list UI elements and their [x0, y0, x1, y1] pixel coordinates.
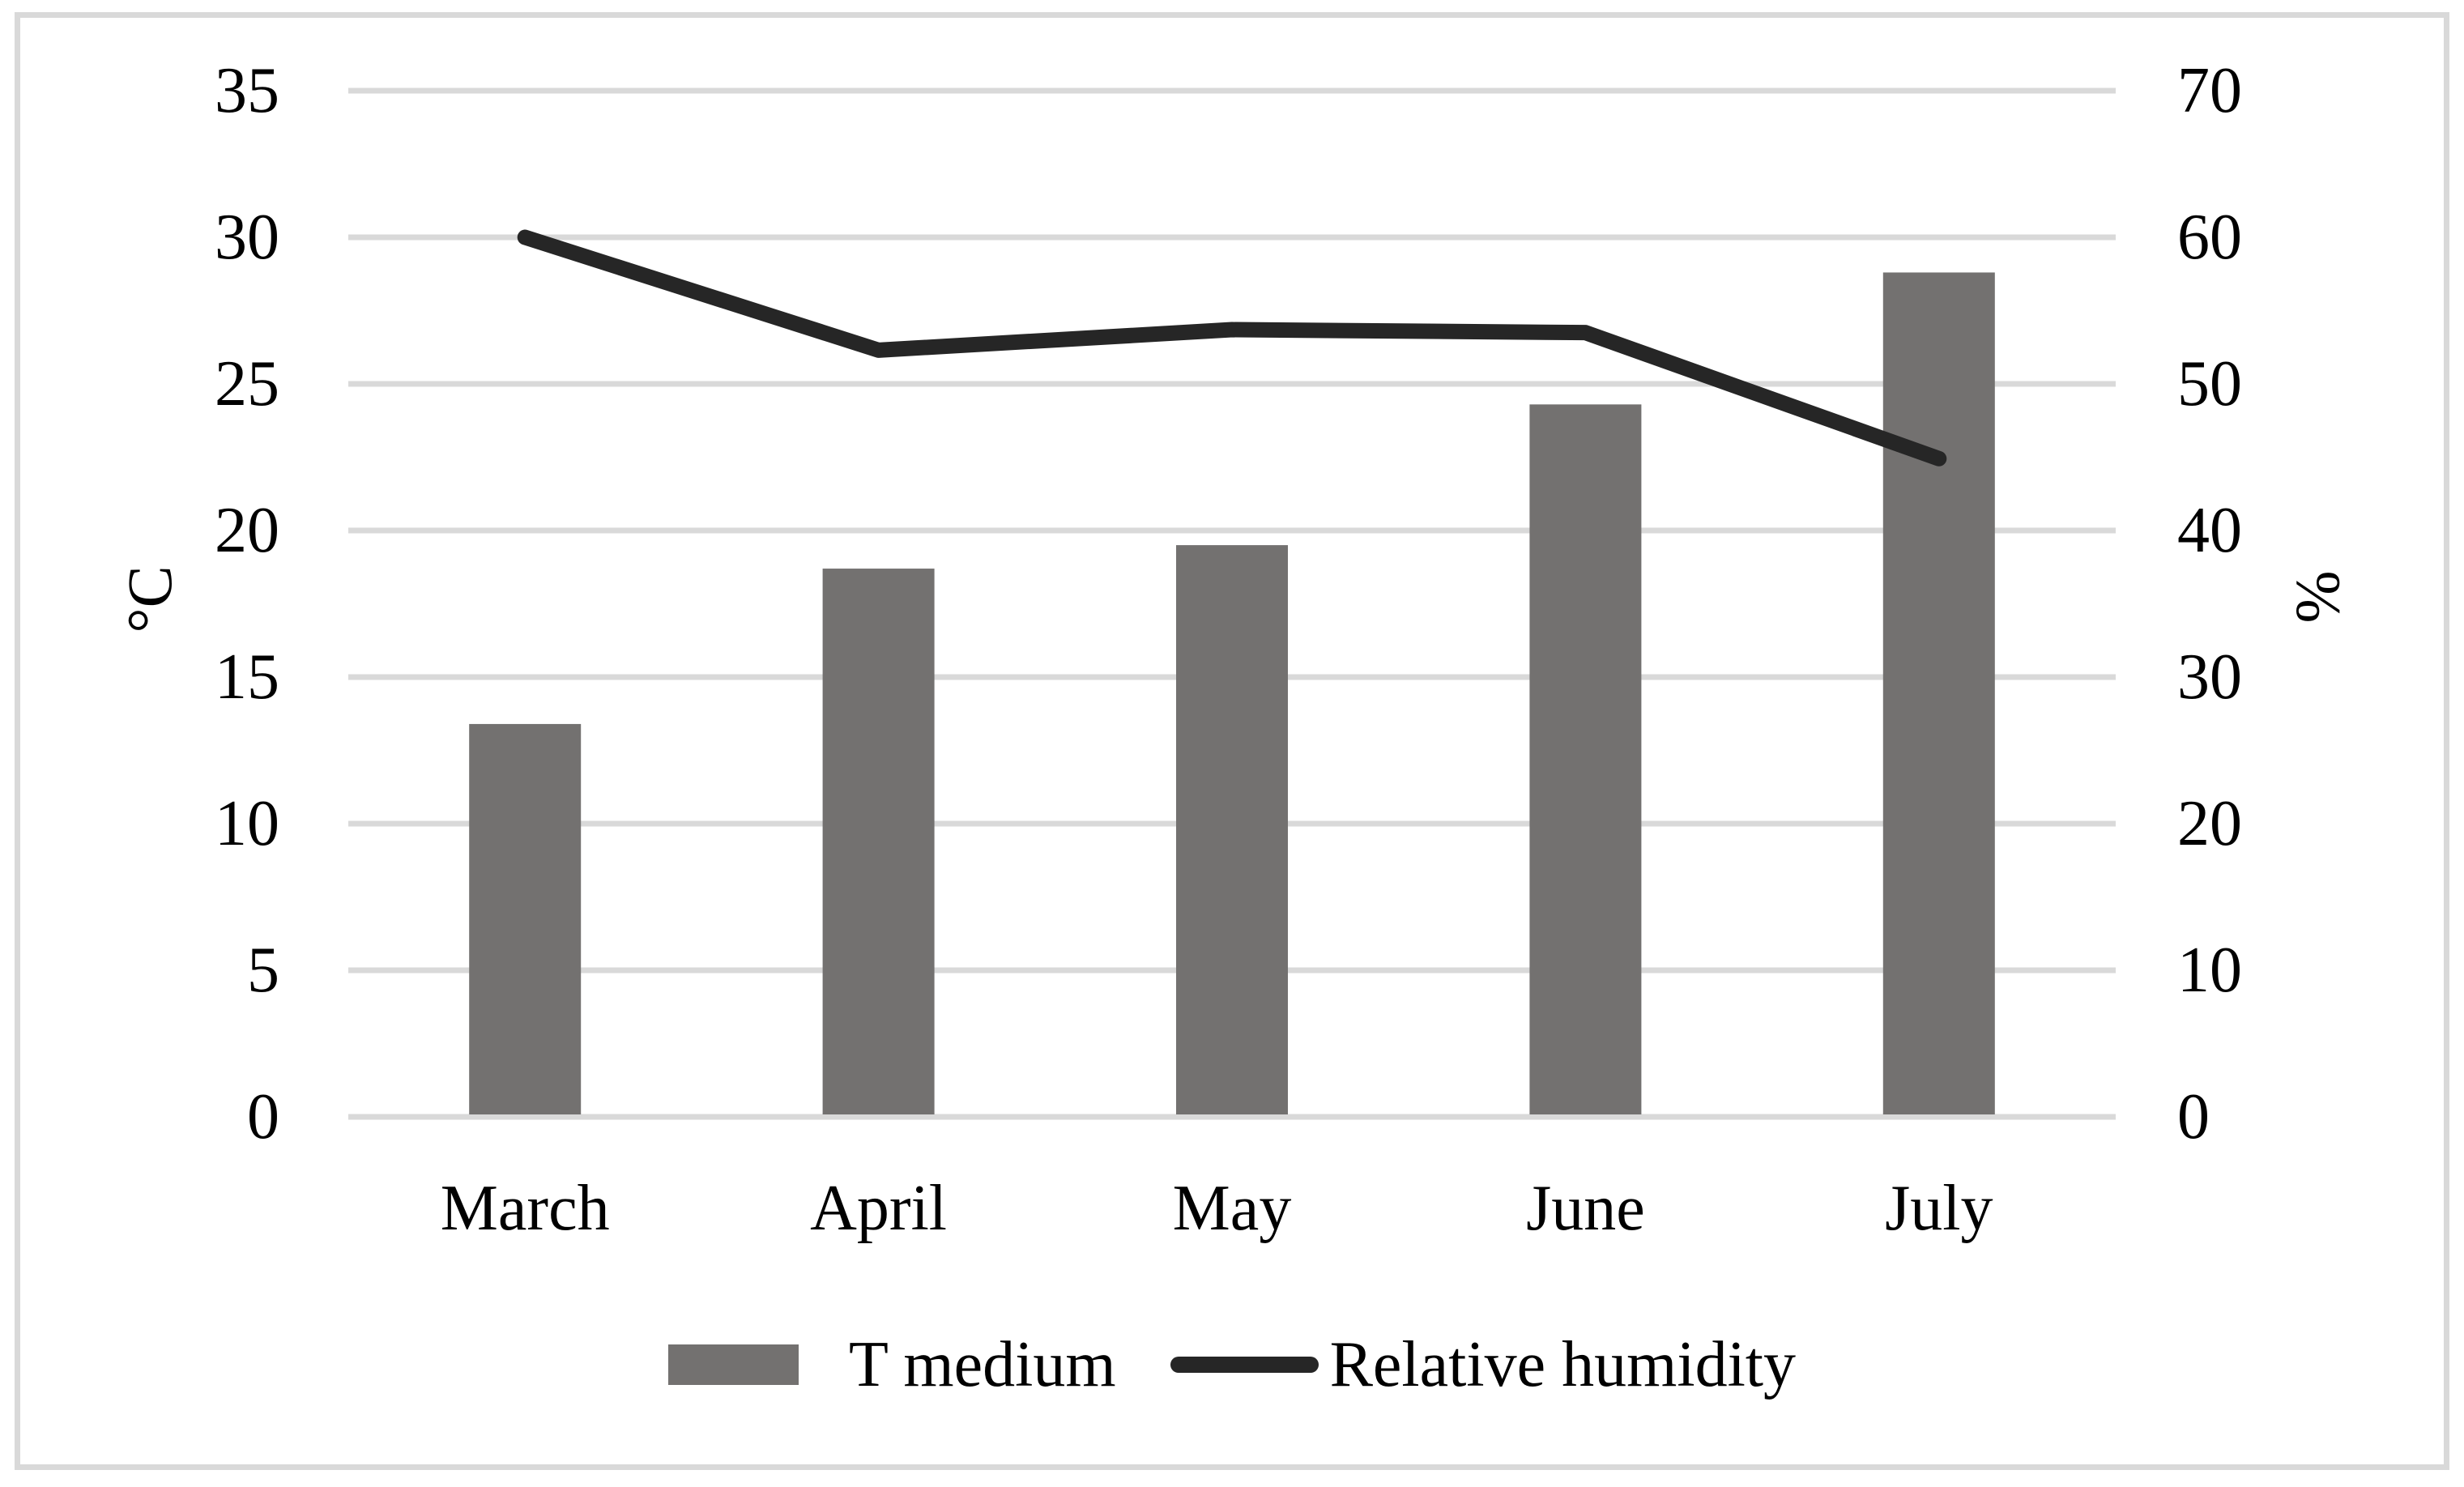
left-tick-label: 10	[215, 788, 279, 859]
x-label-april: April	[810, 1173, 948, 1244]
right-axis-title: %	[2283, 570, 2354, 624]
x-label-march: March	[440, 1173, 610, 1244]
right-tick-label: 10	[2177, 935, 2242, 1006]
legend-label-relative-humidity: Relative humidity	[1329, 1329, 1797, 1400]
legend-label-t-medium: T medium	[848, 1329, 1116, 1400]
right-tick-label: 70	[2177, 55, 2242, 126]
left-tick-label: 30	[215, 202, 279, 273]
bar-swatch-icon	[667, 1344, 799, 1385]
left-tick-label: 25	[215, 348, 279, 420]
legend: T medium Relative humidity	[0, 1322, 2464, 1408]
right-tick-label: 30	[2177, 641, 2242, 713]
right-tick-label: 40	[2177, 495, 2242, 566]
bar-june	[1529, 404, 1642, 1115]
legend-item-t-medium: T medium	[667, 1324, 1116, 1405]
x-label-june: June	[1526, 1173, 1645, 1244]
left-tick-label: 15	[215, 641, 279, 713]
left-tick-label: 5	[247, 935, 279, 1006]
line-swatch-icon	[1170, 1357, 1319, 1373]
figure-border	[15, 12, 2449, 1470]
right-tick-label: 20	[2177, 788, 2242, 859]
bar-april	[822, 569, 935, 1114]
x-label-may: May	[1172, 1173, 1292, 1244]
right-tick-label: 60	[2177, 202, 2242, 273]
humidity-line	[517, 229, 1947, 467]
left-axis-title: °C	[114, 565, 185, 633]
right-tick-label: 0	[2177, 1081, 2210, 1153]
legend-item-relative-humidity: Relative humidity	[1170, 1324, 1796, 1405]
bar-march	[469, 723, 582, 1114]
left-tick-label: 0	[247, 1081, 279, 1153]
right-tick-label: 50	[2177, 348, 2242, 420]
x-label-july: July	[1885, 1173, 1993, 1244]
bar-may	[1176, 545, 1288, 1114]
left-tick-label: 20	[215, 495, 279, 566]
bar-july	[1882, 272, 1995, 1115]
left-tick-label: 35	[215, 55, 279, 126]
